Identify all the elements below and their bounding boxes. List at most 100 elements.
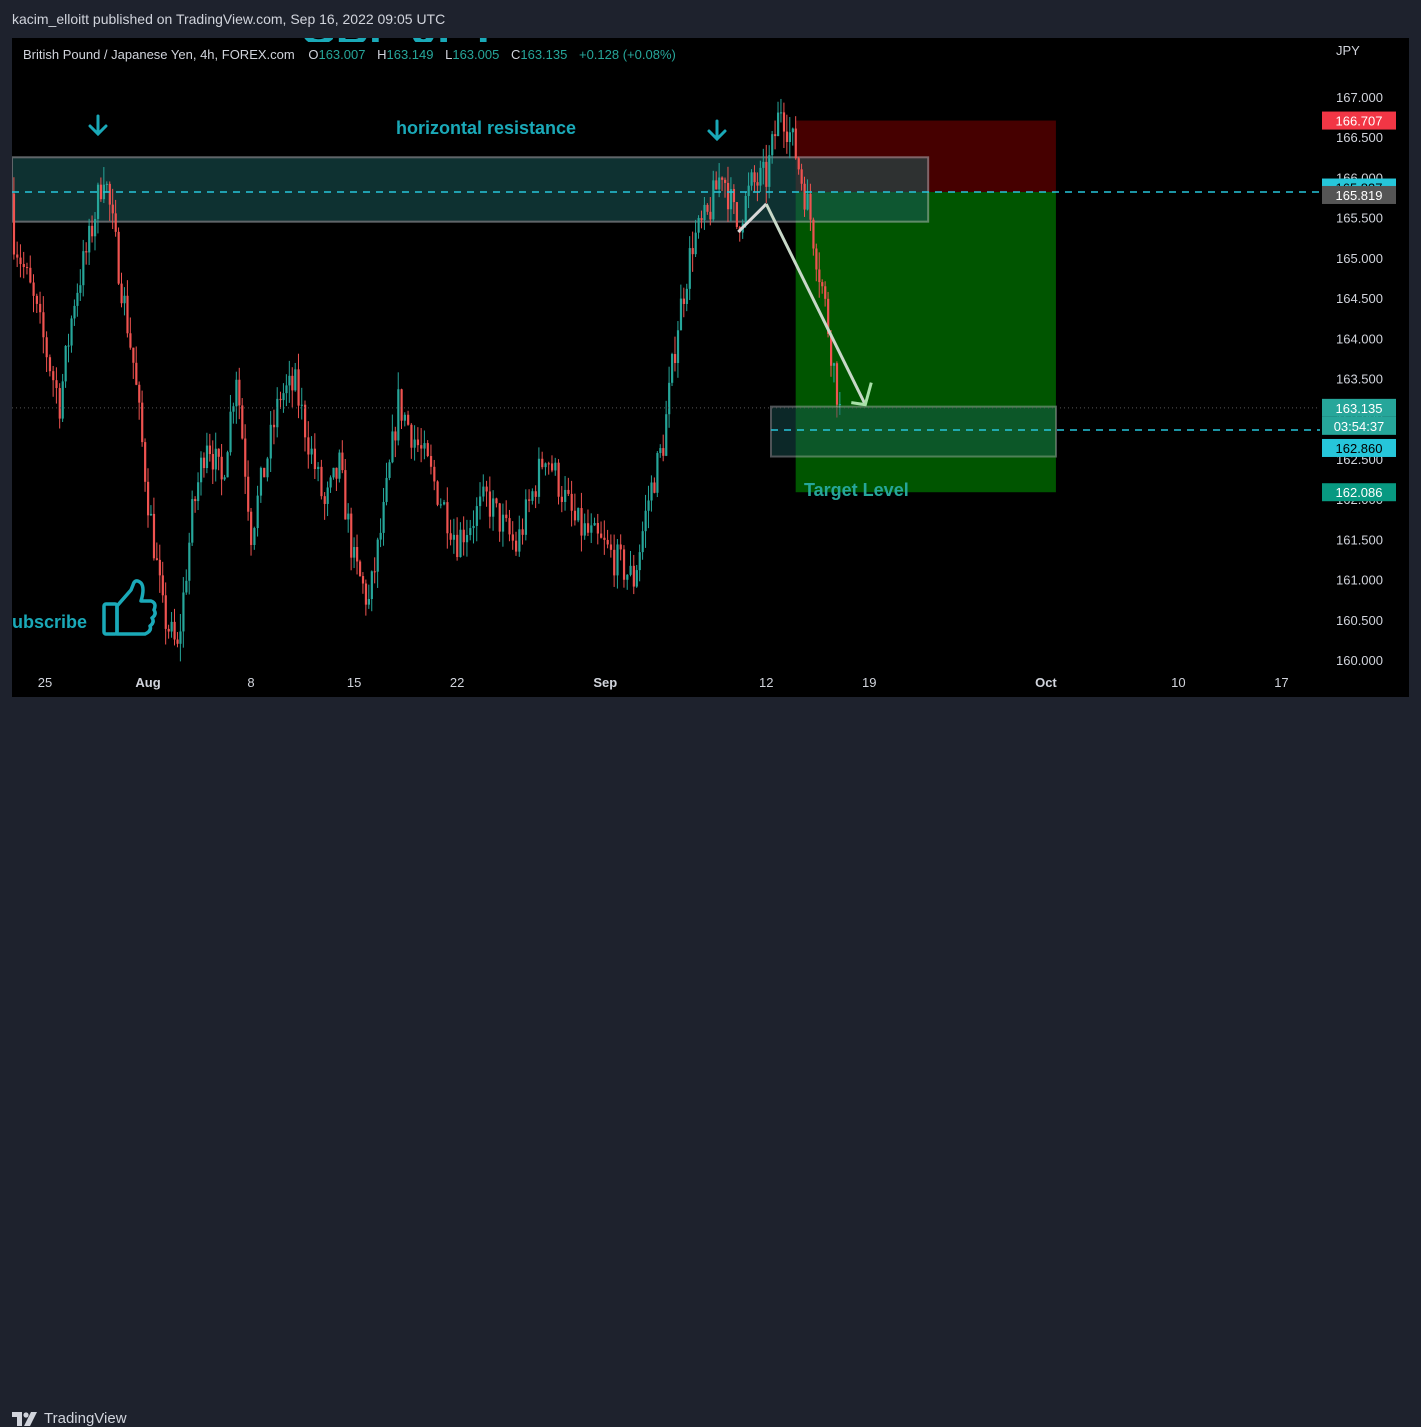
- candle: [703, 196, 706, 230]
- y-tick-label: 160.000: [1336, 653, 1383, 668]
- candle: [647, 485, 650, 529]
- candle: [191, 490, 194, 546]
- candle: [164, 582, 167, 645]
- candle: [373, 557, 376, 584]
- projection-arrow[interactable]: [764, 203, 867, 406]
- thumbs-up-icon[interactable]: [102, 579, 157, 636]
- resistance-zone[interactable]: [12, 156, 930, 223]
- candle: [126, 280, 129, 338]
- projection-arrowhead-icon: [851, 382, 873, 407]
- candle-body: [768, 155, 771, 187]
- candle-body: [48, 357, 52, 372]
- candle: [407, 410, 410, 426]
- candle-body: [570, 493, 573, 511]
- candle-body: [809, 193, 812, 220]
- candle: [317, 462, 320, 482]
- candle: [410, 423, 413, 459]
- candle-body: [724, 179, 727, 183]
- candle: [114, 199, 117, 237]
- zones-layer: [12, 120, 1056, 493]
- candle: [821, 279, 824, 294]
- candle-body: [67, 345, 70, 347]
- top-bar: kacim_elloitt published on TradingView.c…: [0, 0, 1421, 38]
- candle-body: [276, 398, 279, 428]
- candle-body: [803, 183, 806, 210]
- candle: [501, 503, 505, 547]
- candle: [64, 345, 67, 388]
- candle-body: [126, 295, 129, 334]
- candle: [613, 534, 616, 587]
- candle-body: [341, 452, 344, 471]
- candle-body: [765, 161, 768, 187]
- time-axis-background: [12, 668, 1320, 697]
- symbol-name: British Pound / Japanese Yen, 4h, FOREX.…: [23, 47, 295, 62]
- candle: [244, 424, 247, 494]
- candle: [52, 365, 55, 397]
- candle-body: [279, 398, 282, 401]
- candle: [241, 398, 244, 440]
- x-tick-label: Aug: [135, 675, 160, 690]
- chart-container[interactable]: GBP JPY JPY160.000160.500161.000161.5001…: [12, 38, 1409, 697]
- price-tag-label: 166.707: [1336, 114, 1383, 129]
- candle-body: [528, 499, 531, 501]
- candle-body: [205, 445, 209, 469]
- candle-body: [353, 547, 356, 558]
- candle-body: [52, 371, 55, 381]
- candle: [382, 487, 385, 546]
- candle: [323, 492, 326, 520]
- candle-body: [779, 112, 783, 114]
- candle: [341, 440, 344, 474]
- candle-body: [138, 384, 141, 403]
- candle-body: [214, 448, 217, 470]
- candle: [469, 519, 472, 541]
- candle: [423, 430, 426, 460]
- candle: [300, 387, 303, 420]
- candle-body: [367, 599, 370, 605]
- candle: [329, 475, 332, 493]
- candle: [462, 516, 465, 556]
- candle-body: [397, 389, 400, 441]
- candle: [662, 434, 665, 462]
- candle: [709, 196, 712, 226]
- chart-svg[interactable]: GBP JPY JPY160.000160.500161.000161.5001…: [12, 38, 1409, 697]
- candle-body: [671, 354, 674, 383]
- candle: [144, 438, 147, 492]
- candle: [161, 561, 164, 603]
- candle-body: [149, 513, 153, 516]
- candle: [534, 485, 537, 509]
- candle: [256, 485, 259, 537]
- candle-body: [665, 414, 668, 456]
- candle-body: [382, 501, 385, 533]
- candle-body: [82, 251, 85, 286]
- candle: [99, 177, 103, 202]
- y-tick-label: 165.000: [1336, 251, 1383, 266]
- candle: [521, 518, 524, 545]
- candle: [158, 544, 161, 593]
- candle-body: [247, 476, 250, 512]
- candle: [759, 160, 762, 192]
- candle: [619, 534, 622, 561]
- candle: [475, 497, 478, 542]
- candle-body: [747, 185, 750, 196]
- price-tag-countdown: 03:54:37: [1322, 416, 1396, 435]
- open-label: O: [308, 47, 318, 62]
- candle: [756, 172, 759, 202]
- price-tag-background: [1322, 416, 1396, 435]
- candle-body: [762, 161, 765, 168]
- subscribe-annotation[interactable]: ubscribe: [12, 612, 87, 632]
- candle-body: [788, 132, 791, 143]
- candle-body: [356, 547, 359, 562]
- candle-body: [609, 544, 613, 550]
- candle: [232, 402, 235, 424]
- candle-body: [420, 445, 423, 449]
- candle: [199, 451, 203, 496]
- target-zone[interactable]: [770, 405, 1057, 458]
- candle-body: [179, 631, 182, 644]
- candle-body: [188, 542, 191, 581]
- candle: [650, 475, 653, 512]
- candle-body: [202, 457, 206, 469]
- price-tag-label: 163.135: [1336, 401, 1383, 416]
- tradingview-logo[interactable]: TradingView: [12, 1410, 127, 1427]
- candle-body: [685, 288, 688, 304]
- candle: [111, 188, 114, 230]
